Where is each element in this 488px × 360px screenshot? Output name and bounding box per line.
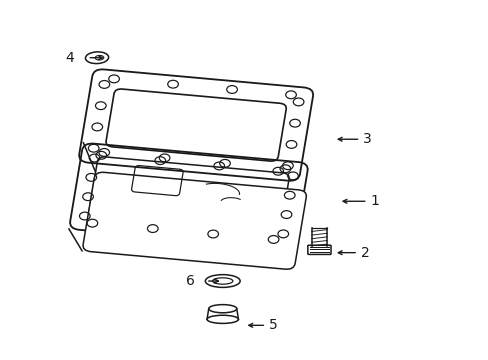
Text: 5: 5 xyxy=(268,318,277,332)
FancyBboxPatch shape xyxy=(83,172,306,269)
Text: 2: 2 xyxy=(360,246,368,260)
Text: 1: 1 xyxy=(369,194,378,208)
Text: 3: 3 xyxy=(362,132,371,146)
Text: 6: 6 xyxy=(186,274,195,288)
Text: 4: 4 xyxy=(65,51,74,65)
